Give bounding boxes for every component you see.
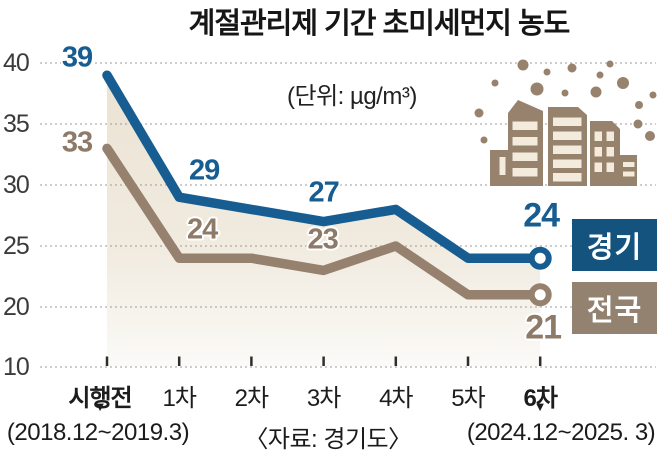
x-category-label: 2차: [234, 385, 269, 412]
open-circle-marker: [528, 283, 552, 307]
y-tick-label: 40: [3, 49, 30, 77]
open-circle-marker: [528, 246, 552, 270]
x-category-label: 1차: [162, 385, 196, 412]
city-buildings-dust-icon: [474, 59, 657, 186]
data-value-label: 29: [189, 154, 220, 187]
y-tick-label: 35: [3, 110, 30, 138]
data-value-label: 27: [308, 176, 339, 209]
y-tick-label: 20: [3, 293, 30, 321]
data-value-label: 39: [61, 41, 93, 74]
x-axis-ticks: [105, 356, 542, 366]
legend-national: 전국: [572, 282, 657, 334]
series-lines: [102, 70, 545, 300]
data-value-label: 21: [525, 308, 562, 347]
data-value-label: 24: [187, 213, 218, 246]
x-category-label: 3차: [306, 385, 341, 412]
period-before-label: (2018.12~2019.3): [6, 419, 190, 446]
page-title: 계절관리제 기간 초미세먼지 농도: [188, 8, 571, 40]
area-fill: [107, 75, 541, 366]
x-category-label: 5차: [451, 385, 485, 412]
unit-label: (단위: µg/m³): [287, 83, 417, 110]
arrow-down-icon: ▼: [93, 399, 107, 414]
y-tick-label: 30: [3, 171, 30, 199]
y-tick-label: 25: [3, 232, 30, 260]
line-경기: [102, 70, 545, 263]
source-label: 〈자료: 경기도〉: [244, 426, 412, 453]
data-value-label: 23: [307, 223, 338, 256]
data-value-label: 33: [61, 126, 93, 159]
period-latest-label: (2024.12~2025. 3): [466, 419, 656, 446]
series-end-markers: [528, 246, 552, 307]
legend-gyeonggi: 경기: [572, 219, 657, 271]
x-category-label: 시행전: [68, 385, 132, 412]
x-category-label: 4차: [379, 385, 413, 412]
x-category-label: 6차: [523, 385, 557, 412]
y-tick-label: 10: [3, 353, 30, 381]
data-value-label: 24: [523, 196, 560, 235]
arrow-down-icon: ▼: [533, 399, 547, 414]
line-전국: [102, 143, 545, 300]
